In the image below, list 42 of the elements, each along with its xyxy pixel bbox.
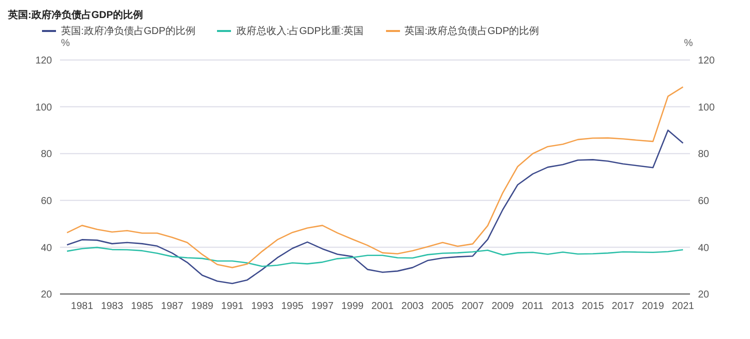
y-tick-label: 20 [40, 290, 52, 301]
x-tick-label: 2011 [522, 301, 544, 312]
x-tick-label: 2021 [672, 301, 695, 312]
x-tick-label: 2005 [431, 301, 454, 312]
y2-tick-label: 20 [698, 290, 710, 301]
x-tick-label: 1981 [70, 301, 94, 312]
x-tick-label: 2001 [371, 301, 394, 312]
chart-title: 英国:政府净负债占GDP的比例 [8, 8, 144, 23]
x-tick-label: 1995 [281, 301, 304, 312]
y-tick-label: 80 [40, 149, 52, 160]
x-tick-label: 2007 [462, 301, 484, 312]
y-tick-label: 60 [40, 196, 52, 207]
x-tick-label: 2003 [401, 301, 424, 312]
x-tick-label: 2017 [612, 301, 634, 312]
y2-tick-label: 100 [698, 102, 716, 114]
x-tick-label: 1997 [311, 301, 334, 312]
x-tick-label: 1991 [221, 301, 244, 312]
line-series [66, 130, 684, 284]
y-tick-label: 120 [35, 56, 52, 67]
x-tick-label: 1985 [130, 301, 154, 312]
y2-tick-label: 80 [698, 149, 710, 160]
x-tick-label: 1993 [251, 301, 274, 312]
y2-axis-title: % [684, 38, 693, 49]
x-tick-label: 1989 [191, 301, 214, 312]
legend-label: 英国:政府净负债占GDP的比例 [61, 24, 196, 38]
x-tick-label: 1999 [341, 301, 364, 312]
x-tick-label: 2013 [552, 301, 574, 312]
line-series [66, 86, 684, 268]
legend-label: 政府总收入:占GDP比重:英国 [236, 24, 364, 38]
x-tick-label: 2009 [492, 301, 514, 312]
y-tick-label: 100 [35, 102, 52, 114]
line-series [66, 246, 684, 268]
x-tick-label: 2015 [582, 301, 604, 312]
x-tick-label: 2019 [642, 301, 665, 312]
y2-tick-label: 60 [698, 196, 710, 207]
y-tick-label: 40 [40, 242, 52, 254]
x-tick-label: 1983 [100, 301, 124, 312]
y2-tick-label: 40 [698, 242, 710, 254]
legend-label: 英国:政府总负债占GDP的比例 [404, 24, 540, 38]
y-axis-title: % [61, 38, 70, 49]
y2-tick-label: 120 [698, 56, 716, 67]
x-tick-label: 1987 [161, 301, 184, 312]
